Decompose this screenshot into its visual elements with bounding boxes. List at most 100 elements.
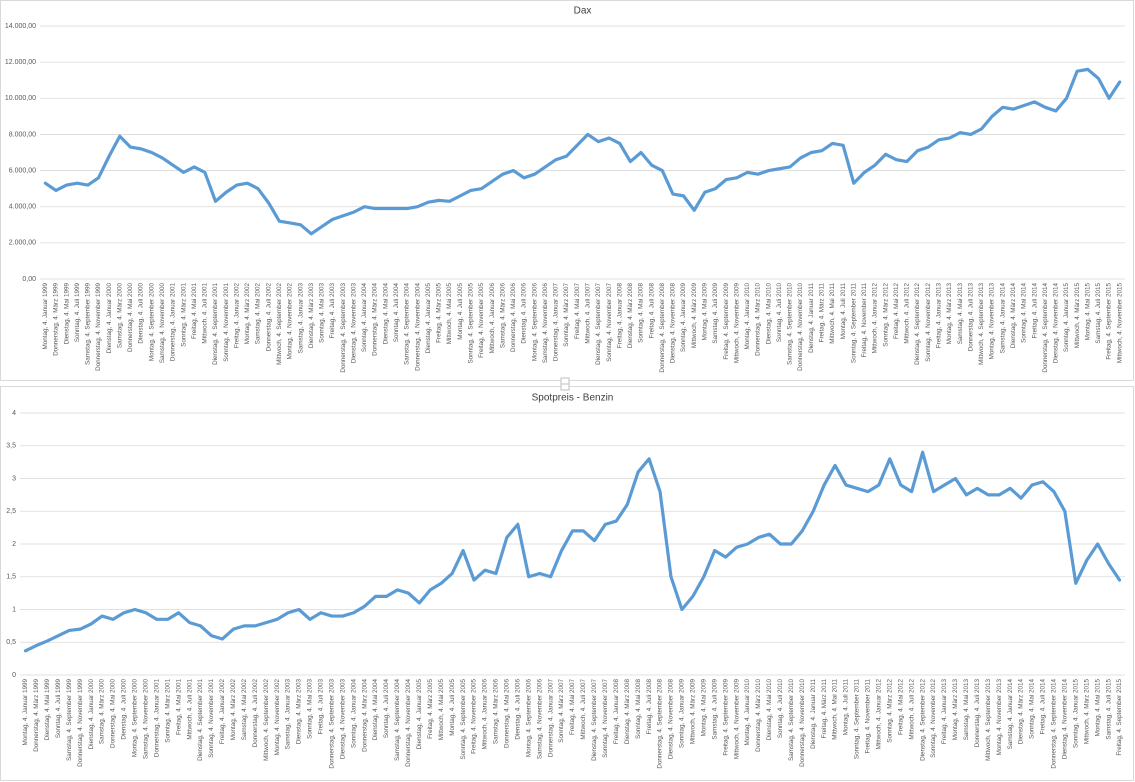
x-tick-label: Samstag, 4. Januar 2003 [297, 283, 304, 354]
x-tick-label: Montag, 4. Juli 2011 [840, 283, 847, 340]
x-tick-label: Freitag, 4. September 2015 [1116, 679, 1123, 756]
x-tick-label: Mittwoch, 4. September 2013 [985, 679, 992, 761]
x-tick-label: Mittwoch, 4. März 2009 [691, 283, 698, 349]
y-tick-label: 1,5 [6, 574, 16, 581]
chart-title: Spotpreis - Benzin [532, 393, 614, 404]
y-tick-label: 2.000,00 [9, 240, 36, 247]
x-tick-label: Montag, 4. Juli 2011 [843, 679, 850, 736]
x-tick-label: Donnerstag, 4. März 2010 [755, 679, 762, 752]
x-tick-label: Donnerstag, 4. Juli 2002 [252, 679, 259, 748]
x-tick-label: Montag, 4. Mai 2009 [702, 283, 709, 341]
x-tick-label: Sonntag, 4. September 2011 [854, 679, 861, 760]
x-tick-label: Mittwoch, 4. März 2015 [1083, 679, 1090, 745]
x-tick-label: Mittwoch, 4. September 2002 [263, 679, 270, 761]
x-tick-label: Sonntag, 4. November 2007 [606, 283, 613, 362]
x-tick-label: Sonntag, 4. November 2001 [208, 679, 215, 758]
x-tick-label: Samstag, 4. November 2006 [542, 283, 549, 364]
x-tick-label: Freitag, 4. Mai 2012 [893, 283, 900, 339]
x-tick-label: Montag, 4. September 2006 [525, 679, 532, 758]
x-tick-label: Samstag, 4. November 2000 [142, 679, 149, 760]
x-tick-label: Sonntag, 4. Juli 1999 [55, 679, 62, 739]
y-tick-label: 4 [12, 410, 16, 417]
x-tick-label: Donnerstag, 4. November 1999 [77, 679, 84, 767]
x-tick-label: Donnerstag, 4. November 1999 [95, 283, 102, 371]
x-tick-label: Dienstag, 4. September 2007 [595, 283, 602, 365]
x-tick-label: Samstag, 4. März 2006 [499, 283, 506, 349]
x-tick-label: Montag, 4. November 2002 [274, 679, 281, 756]
x-tick-label: Dienstag, 4. September 2001 [197, 679, 204, 761]
x-tick-label: Dienstag, 4. November 2008 [670, 283, 677, 364]
x-tick-label: Montag, 4. September 2000 [148, 283, 155, 362]
x-tick-label: Freitag, 4. Juli 2014 [1040, 679, 1047, 735]
x-tick-label: Samstag, 4. März 2006 [493, 679, 500, 745]
x-tick-label: Samstag, 4. September 1999 [66, 679, 73, 761]
x-tick-label: Freitag, 4. November 2005 [471, 679, 478, 754]
x-tick-label: Sonntag, 4. September 2011 [850, 283, 857, 364]
y-tick-label: 4.000,00 [9, 204, 36, 211]
x-tick-label: Freitag, 4. Januar 2002 [219, 679, 226, 745]
x-tick-label: Montag, 4. März 2002 [244, 283, 251, 345]
x-tick-label: Montag, 4. März 2002 [230, 679, 237, 741]
y-tick-label: 12.000,00 [5, 59, 36, 66]
x-tick-label: Dienstag, 4. März 2008 [627, 283, 634, 349]
x-tick-label: Donnerstag, 4. September 2008 [659, 283, 666, 373]
x-tick-label: Dienstag, 4. Januar 2011 [808, 283, 815, 353]
x-tick-label: Samstag, 4. Mai 2002 [241, 679, 248, 741]
x-tick-label: Freitag, 4. Juli 2008 [648, 283, 655, 339]
x-tick-label: Mittwoch, 4. Juli 2012 [904, 283, 911, 344]
x-tick-label: Freitag, 4. Juli 2003 [329, 283, 336, 339]
x-tick-label: Dienstag, 4. September 2007 [591, 679, 598, 761]
x-tick-label: Samstag, 4. September 1999 [85, 283, 92, 365]
x-tick-label: Freitag, 4. Juli 2014 [1031, 283, 1038, 339]
x-tick-label: Montag, 4. November 2002 [287, 283, 294, 360]
x-tick-label: Montag, 4. Mai 2015 [1094, 679, 1101, 737]
x-tick-label: Donnerstag, 4. Mai 2000 [127, 283, 134, 352]
x-tick-label: Dienstag, 4. Mai 2004 [382, 283, 389, 345]
x-tick-label: Dienstag, 4. Juli 2006 [521, 283, 528, 344]
y-tick-label: 0 [12, 672, 16, 679]
x-tick-label: Dienstag, 4. Januar 2000 [106, 283, 113, 354]
x-tick-label: Mittwoch, 4. März 2009 [690, 679, 697, 745]
x-tick-label: Freitag, 4. September 2015 [1106, 283, 1113, 360]
x-tick-label: Mittwoch, 4. März 2015 [1074, 283, 1081, 349]
x-tick-label: Samstag, 4. Juli 2015 [1105, 679, 1112, 740]
x-tick-label: Donnerstag, 4. September 2014 [1042, 283, 1049, 373]
data-line [23, 450, 1122, 653]
x-tick-label: Sonntag, 4. Januar 2015 [1063, 283, 1070, 352]
x-tick-label: Donnerstag, 4. November 2010 [797, 283, 804, 371]
x-tick-label: Mittwoch, 4. Januar 2012 [876, 679, 883, 750]
x-tick-label: Mittwoch, 4. Januar 2006 [489, 283, 496, 354]
x-tick-label: Samstag, 4. Juli 2009 [712, 283, 719, 344]
x-tick-label: Donnerstag, 4. Mai 2006 [510, 283, 517, 352]
x-tick-label: Montag, 4. November 2013 [989, 283, 996, 360]
x-tick-label: Sonntag, 4. Januar 2009 [680, 283, 687, 352]
data-line [43, 67, 1122, 236]
y-tick-label: 3 [12, 475, 16, 482]
x-tick-label: Freitag, 4. September 2009 [723, 283, 730, 360]
x-tick-label: Donnerstag, 4. Juli 2013 [974, 679, 981, 748]
x-tick-label: Mittwoch, 4. Mai 2005 [438, 679, 445, 741]
x-tick-label: Samstag, 4. Juli 2009 [711, 679, 718, 740]
x-tick-label: Donnerstag, 4. März 2004 [361, 679, 368, 752]
x-tick-label: Sonntag, 4. Mai 2014 [1029, 679, 1036, 739]
x-tick-label: Mittwoch, 4. Juli 2007 [584, 283, 591, 344]
x-tick-label: Freitag, 4. Juli 2008 [646, 679, 653, 735]
x-tick-label: Dienstag, 4. November 2003 [339, 679, 346, 760]
x-tick-label: Dienstag, 4. Januar 2005 [425, 283, 432, 354]
x-tick-label: Sonntag, 4. Mai 2008 [635, 679, 642, 739]
x-tick-label: Montag, 4. Januar 2010 [744, 679, 751, 746]
x-tick-label: Sonntag, 4. März 2001 [164, 679, 171, 743]
resize-handle[interactable] [560, 383, 570, 391]
x-tick-label: Donnerstag, 4. September 2003 [340, 283, 347, 373]
x-tick-label: Samstag, 4. September 2004 [394, 679, 401, 761]
x-tick-label: Donnerstag, 4. Januar 2007 [553, 283, 560, 362]
x-tick-label: Freitag, 4. März 2005 [436, 283, 443, 343]
x-tick-label: Donnerstag, 4. Juli 2013 [967, 283, 974, 352]
x-tick-label: Freitag, 4. Mai 2001 [191, 283, 198, 339]
x-tick-label: Sonntag, 4. März 2001 [180, 283, 187, 347]
y-tick-label: 1 [12, 606, 16, 613]
x-tick-label: Freitag, 4. Mai 2012 [897, 679, 904, 735]
x-tick-label: Mittwoch, 4. November 2009 [733, 283, 740, 364]
resize-handle[interactable] [560, 377, 570, 385]
x-tick-label: Dienstag, 4. Januar 2000 [88, 679, 95, 750]
